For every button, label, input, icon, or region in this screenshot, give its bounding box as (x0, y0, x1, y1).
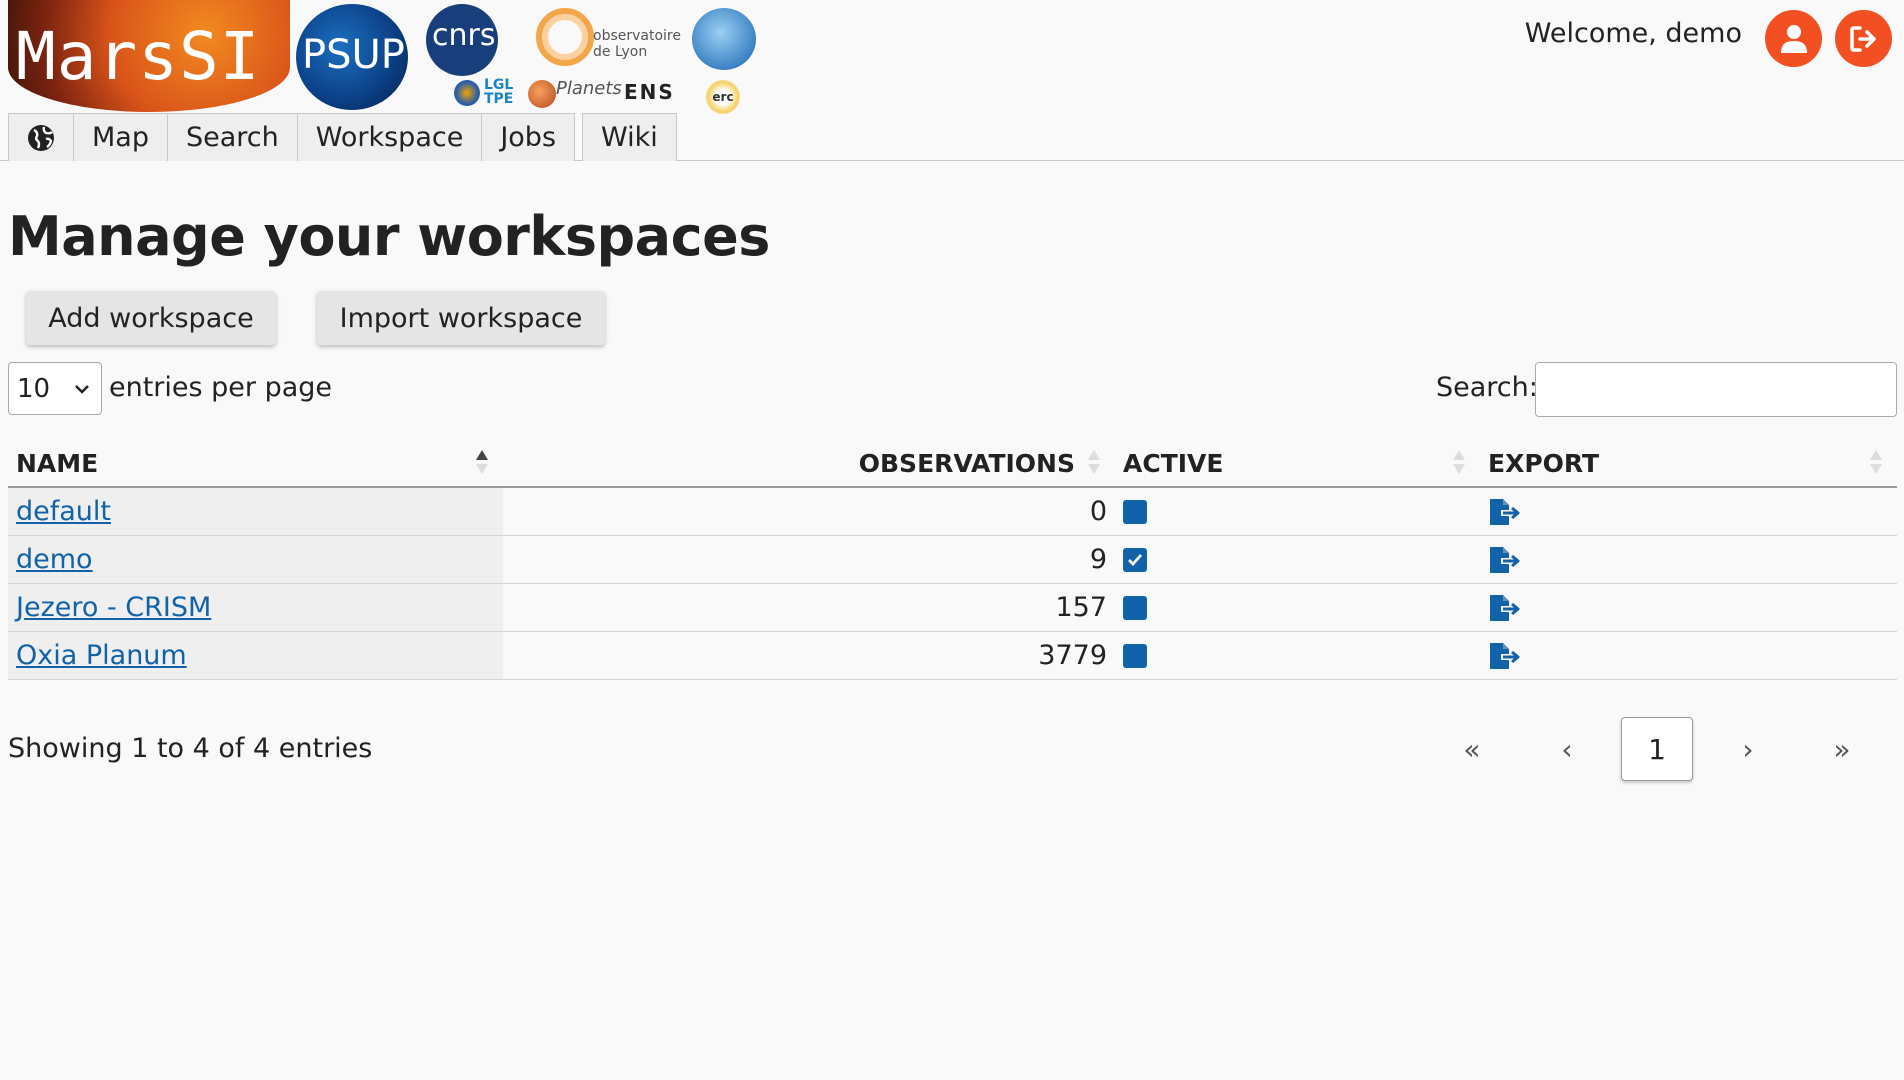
table-info: Showing 1 to 4 of 4 entries (8, 733, 373, 764)
workspace-link[interactable]: Oxia Planum (16, 639, 187, 671)
marssi-logo-text: MarsSI (16, 18, 261, 95)
export-file-icon[interactable] (1488, 497, 1522, 527)
page-title: Manage your workspaces (8, 205, 770, 268)
psup-logo: PSUP (296, 4, 408, 110)
planets-logo-icon (528, 80, 556, 108)
cell-observations: 3779 (503, 631, 1115, 680)
pagination-next[interactable]: › (1742, 732, 1754, 766)
cell-name: default (8, 487, 503, 536)
cell-active (1115, 583, 1480, 632)
sss-logo (692, 8, 756, 70)
header-active[interactable]: ACTIVE (1115, 440, 1480, 488)
active-checkbox[interactable] (1123, 500, 1147, 525)
sort-icon (1088, 450, 1100, 474)
table-row: default 0 (8, 487, 1897, 536)
cell-observations: 9 (503, 535, 1115, 584)
entries-per-page-select[interactable]: 10 (8, 362, 102, 415)
table-row: demo 9 (8, 535, 1897, 584)
pagination-page-1[interactable]: 1 (1621, 717, 1693, 781)
nav-jobs[interactable]: Jobs (481, 113, 576, 161)
psup-logo-text: PSUP (302, 32, 405, 78)
nav-search[interactable]: Search (166, 113, 298, 161)
workspace-link[interactable]: default (16, 495, 112, 527)
table-header-row: NAME OBSERVATIONS ACTIVE EXPORT (8, 440, 1897, 488)
export-file-icon[interactable] (1488, 641, 1522, 671)
pagination-last[interactable]: » (1833, 732, 1851, 766)
header-active-label: ACTIVE (1123, 448, 1224, 478)
active-checkbox[interactable] (1123, 596, 1147, 620)
import-workspace-button[interactable]: Import workspace (317, 291, 605, 345)
observatoire-logo-icon (536, 8, 594, 66)
lgl-logo-icon (454, 80, 480, 106)
ens-logo: ENS (624, 80, 675, 104)
header-observations[interactable]: OBSERVATIONS (503, 440, 1115, 488)
lgl-logo-text: LGL TPE (484, 77, 514, 107)
logout-icon (1849, 25, 1876, 52)
pagination-prev[interactable]: ‹ (1561, 732, 1573, 766)
cell-observations: 0 (503, 487, 1115, 536)
header: MarsSI PSUP cnrs observatoire de Lyon LG… (0, 0, 1904, 161)
sort-icon (1870, 450, 1882, 474)
marssi-logo[interactable]: MarsSI (8, 0, 290, 112)
workspaces-table: NAME OBSERVATIONS ACTIVE EXPORT default … (8, 440, 1897, 680)
search-label: Search: (1436, 372, 1538, 403)
pagination-first[interactable]: « (1463, 732, 1481, 766)
main-nav: Map Search Workspace Jobs Wiki (8, 113, 677, 161)
cnrs-logo: cnrs (426, 4, 498, 76)
export-file-icon[interactable] (1488, 593, 1522, 623)
cell-export (1480, 631, 1897, 680)
observatoire-logo-text: observatoire de Lyon (593, 28, 681, 60)
header-name-label: NAME (16, 448, 99, 478)
entries-per-page-value: 10 (17, 373, 51, 404)
active-checkbox[interactable] (1123, 644, 1147, 668)
checkmark-icon (1128, 554, 1143, 567)
workspace-link[interactable]: Jezero - CRISM (16, 591, 212, 623)
cell-export (1480, 487, 1897, 536)
table-row: Oxia Planum 3779 (8, 631, 1897, 680)
erc-logo: erc (706, 80, 740, 114)
cell-active (1115, 535, 1480, 584)
add-workspace-button[interactable]: Add workspace (26, 291, 276, 345)
nav-wiki[interactable]: Wiki (582, 113, 677, 161)
entries-per-page-label: entries per page (109, 372, 333, 403)
nav-map[interactable]: Map (73, 113, 168, 161)
sort-asc-icon (476, 450, 488, 474)
nav-workspace[interactable]: Workspace (296, 113, 483, 161)
header-name[interactable]: NAME (8, 440, 503, 488)
nav-home[interactable] (8, 113, 74, 161)
chevron-down-icon (75, 385, 89, 394)
sort-icon (1453, 450, 1465, 474)
header-export-label: EXPORT (1488, 448, 1600, 478)
user-icon (1780, 24, 1807, 53)
logo-banner: MarsSI PSUP cnrs observatoire de Lyon LG… (8, 0, 756, 114)
cell-name: Jezero - CRISM (8, 583, 503, 632)
cell-name: Oxia Planum (8, 631, 503, 680)
cell-observations: 157 (503, 583, 1115, 632)
table-row: Jezero - CRISM 157 (8, 583, 1897, 632)
user-profile-button[interactable] (1765, 10, 1822, 67)
cnrs-logo-text: cnrs (432, 18, 496, 53)
export-file-icon[interactable] (1488, 545, 1522, 575)
workspace-link[interactable]: demo (16, 543, 93, 575)
welcome-text: Welcome, demo (1524, 18, 1742, 49)
cell-active (1115, 487, 1480, 536)
active-checkbox-checked[interactable] (1123, 548, 1147, 572)
globe-icon (28, 124, 54, 151)
planets-logo-text: Planets (556, 78, 622, 99)
logout-button[interactable] (1835, 10, 1892, 67)
cell-export (1480, 535, 1897, 584)
cell-name: demo (8, 535, 503, 584)
search-input[interactable] (1535, 362, 1897, 417)
cell-export (1480, 583, 1897, 632)
cell-active (1115, 631, 1480, 680)
header-observations-label: OBSERVATIONS (858, 448, 1075, 478)
header-export[interactable]: EXPORT (1480, 440, 1897, 488)
